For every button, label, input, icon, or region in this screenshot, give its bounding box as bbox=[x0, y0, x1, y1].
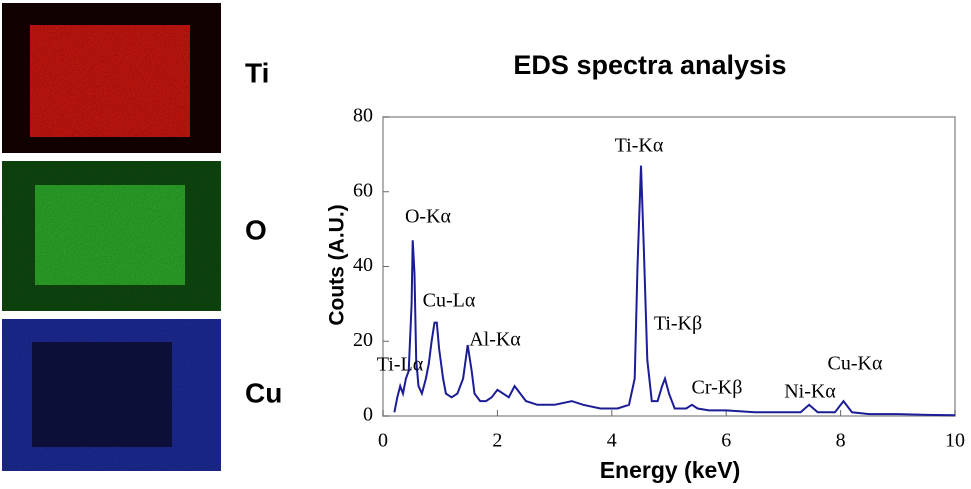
map-ti bbox=[2, 3, 221, 153]
peak-annotation: Cu-Kα bbox=[828, 353, 883, 375]
map-label: Cu bbox=[245, 377, 282, 408]
map-cu bbox=[2, 319, 221, 471]
peak-annotation: Ni-Kα bbox=[784, 381, 836, 403]
peak-annotation: O-Kα bbox=[405, 206, 452, 228]
x-tick-label: 4 bbox=[607, 430, 617, 452]
y-tick-label: 0 bbox=[363, 404, 373, 426]
y-tick-label: 20 bbox=[353, 329, 373, 351]
y-tick-label: 80 bbox=[353, 105, 373, 127]
x-tick-label: 2 bbox=[492, 430, 502, 452]
x-axis-label: Energy (keV) bbox=[600, 457, 741, 483]
peak-annotation: Ti-Kβ bbox=[654, 313, 702, 335]
spectrum-line bbox=[393, 165, 956, 417]
x-tick-label: 8 bbox=[836, 430, 846, 452]
x-tick-label: 0 bbox=[378, 430, 388, 452]
map-label: Ti bbox=[245, 57, 269, 88]
x-tick-label: 10 bbox=[945, 430, 965, 452]
peak-annotation: Ti-Kα bbox=[615, 135, 664, 157]
y-tick-label: 40 bbox=[353, 254, 373, 276]
peak-annotation: Ti-Lα bbox=[377, 354, 424, 376]
y-tick-label: 60 bbox=[353, 179, 373, 201]
peak-annotation: Cu-Lα bbox=[423, 290, 476, 312]
x-tick-label: 6 bbox=[721, 430, 731, 452]
peak-annotation: Cr-Kβ bbox=[692, 377, 743, 399]
map-o bbox=[2, 161, 221, 311]
peak-annotation: Al-Kα bbox=[469, 329, 521, 351]
chart-title: EDS spectra analysis bbox=[513, 50, 786, 80]
map-label: O bbox=[245, 214, 267, 245]
y-axis-label: Couts (A.U.) bbox=[326, 204, 349, 325]
